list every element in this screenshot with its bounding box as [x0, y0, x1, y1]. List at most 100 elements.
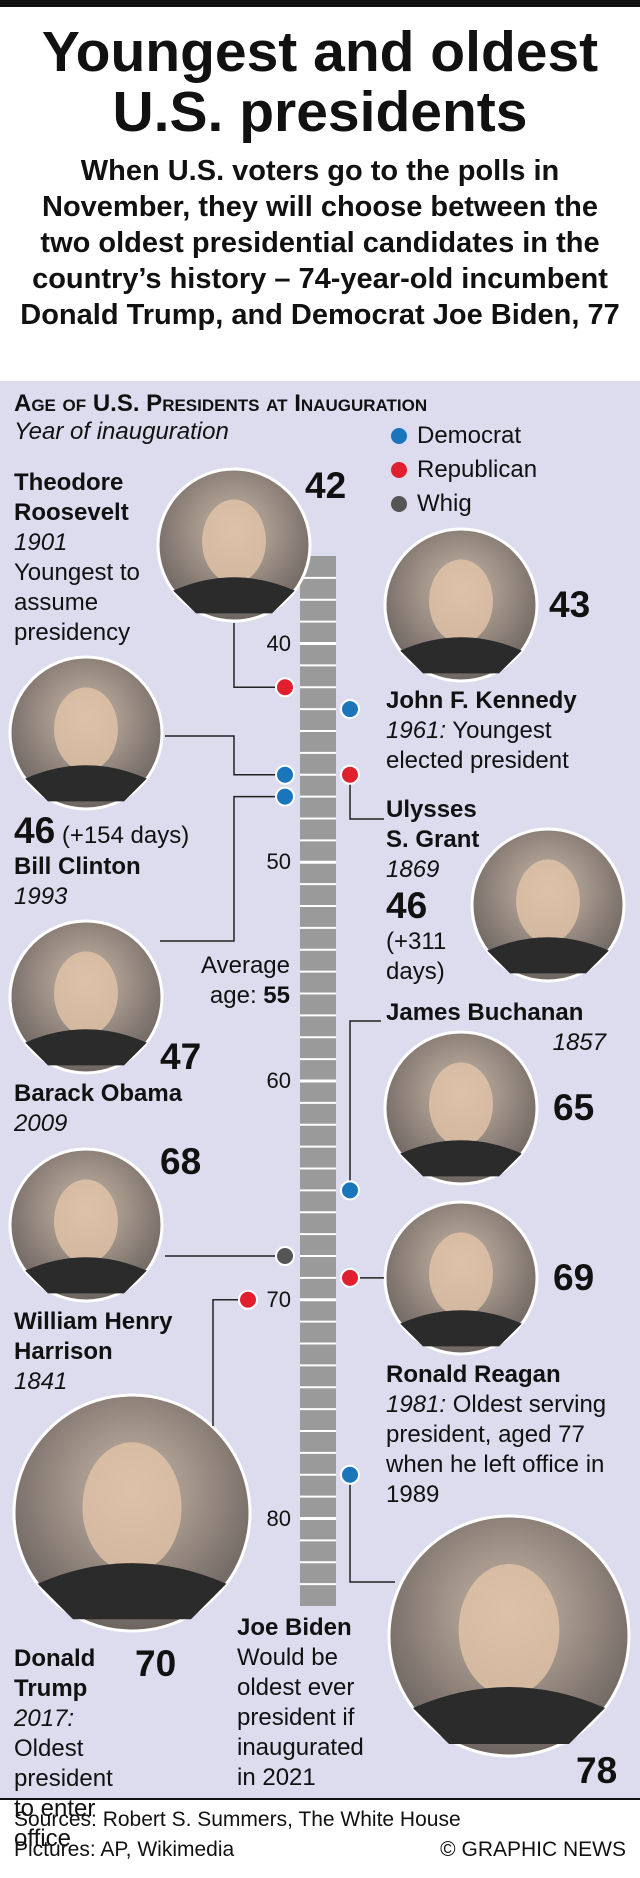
president-note: Youngest to assume presidency	[14, 559, 140, 646]
pictures-credit: Pictures: AP, Wikimedia	[14, 1838, 235, 1861]
leader-line	[349, 774, 384, 820]
portrait-face	[54, 951, 118, 1035]
president-text: William Henry Harrison 1841	[14, 1307, 214, 1397]
age-extra: (+154 days)	[61, 822, 190, 849]
age-dot	[238, 1289, 258, 1310]
age-label: 69	[553, 1257, 595, 1298]
president-name: Ulysses S. Grant	[386, 796, 480, 853]
age-label: 78	[576, 1750, 618, 1791]
leader-line	[165, 735, 285, 776]
president-name: John F. Kennedy	[386, 687, 577, 714]
age-label: 68	[160, 1141, 202, 1182]
inauguration-year: 1993	[14, 883, 68, 910]
age-dot	[340, 764, 360, 785]
president-text: Donald Trump 2017: Oldest president to en…	[14, 1644, 139, 1854]
portrait-face	[202, 499, 266, 583]
top-bar	[0, 0, 640, 7]
president-note: 1961: Youngest elected president	[386, 716, 626, 776]
leader-line	[349, 1020, 381, 1191]
portrait-face	[54, 687, 118, 771]
copyright: © GRAPHIC NEWS	[440, 1838, 626, 1861]
title: Youngest and oldest U.S. presidents	[0, 22, 640, 142]
portrait-shoulders	[400, 637, 522, 674]
age-label: 43	[549, 584, 591, 625]
inauguration-year: 1981:	[386, 1391, 447, 1418]
sources: Sources: Robert S. Summers, The White Ho…	[14, 1808, 461, 1831]
legend-marker	[391, 428, 407, 444]
legend-label: Republican	[417, 456, 538, 483]
age-label: 65	[553, 1087, 595, 1128]
age-dot	[340, 1267, 360, 1288]
chart-subtitle: Year of inauguration	[14, 418, 229, 445]
age-dot	[275, 1246, 295, 1266]
president-name: Ronald Reagan	[386, 1361, 561, 1388]
age-label: 70	[135, 1643, 177, 1684]
inauguration-year: 2009	[14, 1110, 68, 1137]
subtitle: When U.S. voters go to the polls in Nove…	[20, 155, 620, 331]
president-note: Oldest serving president, aged 77 when h…	[386, 1391, 607, 1508]
inauguration-year: 1841	[14, 1368, 68, 1395]
portrait-shoulders	[37, 1563, 227, 1620]
president-note: 1981: Oldest serving president, aged 77 …	[386, 1390, 616, 1510]
portrait-face	[429, 1232, 493, 1316]
age-label: 47	[160, 1036, 202, 1077]
age-dot	[340, 699, 360, 720]
y-tick-label: 60	[266, 1068, 291, 1093]
portrait-shoulders	[25, 1029, 147, 1066]
portrait-shoulders	[487, 937, 609, 974]
age-label: 46	[386, 885, 428, 926]
age-dot	[275, 764, 295, 785]
portrait-face	[54, 1179, 118, 1263]
leader-line	[349, 1474, 395, 1583]
portrait-face	[516, 859, 580, 943]
president-name: Joe Biden	[237, 1614, 352, 1641]
portrait-shoulders	[413, 1687, 605, 1744]
age-dot	[275, 786, 295, 807]
inauguration-year: 1901	[14, 529, 68, 556]
age-label: 46	[14, 810, 56, 851]
president-text: James Buchanan 1857	[386, 998, 606, 1058]
leader-line	[212, 1299, 248, 1426]
average-label: Average age: 55	[201, 951, 290, 1011]
y-tick-label: 50	[266, 849, 291, 875]
portrait-face	[458, 1564, 560, 1696]
separator	[0, 1798, 640, 1800]
y-tick-label: 80	[266, 1505, 291, 1531]
president-text: John F. Kennedy 1961: Youngest elected pr…	[386, 686, 626, 776]
president-name: Bill Clinton	[14, 853, 141, 880]
portrait-shoulders	[400, 1310, 522, 1347]
president-name: Theodore Roosevelt	[14, 469, 129, 526]
inauguration-year: 1961:	[386, 717, 447, 744]
president-text: Joe Biden Would be oldest ever president …	[237, 1613, 387, 1793]
president-name: William Henry Harrison	[14, 1308, 173, 1365]
legend-marker	[391, 462, 407, 478]
average-text: Average	[201, 951, 290, 979]
portrait-shoulders	[25, 765, 147, 802]
average-text: age: 55	[201, 981, 290, 1011]
leader-line	[233, 623, 285, 688]
president-text: Ulysses S. Grant 1869 46 (+311 days)	[386, 795, 486, 987]
president-note: Youngest elected president	[386, 717, 569, 774]
president-name: Donald Trump	[14, 1645, 96, 1702]
y-tick-label: 70	[266, 1286, 291, 1312]
average-text: age:	[209, 981, 257, 1009]
portrait-shoulders	[25, 1257, 147, 1294]
age-dot	[340, 1180, 360, 1201]
portrait-shoulders	[173, 577, 295, 614]
president-text: Ronald Reagan 1981: Oldest serving presid…	[386, 1360, 616, 1510]
president-note: 2017: Oldest president to enter office	[14, 1704, 139, 1854]
age-extra: (+311 days)	[386, 928, 447, 985]
legend-label: Democrat	[417, 422, 522, 449]
age-line: 46 (+154 days)	[14, 810, 254, 852]
portrait-face	[429, 559, 493, 643]
portrait-face	[429, 1062, 493, 1146]
president-text: Barack Obama 2009	[14, 1079, 234, 1139]
inauguration-year: 1857	[552, 1029, 606, 1056]
president-note: Would be oldest ever president if inaugu…	[237, 1644, 364, 1791]
age-dot	[275, 677, 295, 698]
age-dot	[340, 1464, 360, 1485]
legend-label: Whig	[417, 490, 472, 517]
leader-line	[160, 795, 285, 942]
